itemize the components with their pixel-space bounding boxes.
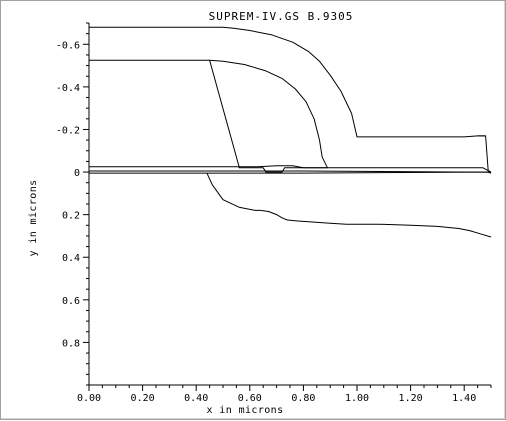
y-tick-label: -0.6 — [56, 40, 80, 51]
boundary-curve — [209, 59, 328, 169]
x-axis-label: x in microns — [206, 405, 283, 416]
chart-title: SUPREM-IV.GS B.9305 — [209, 10, 354, 23]
y-tick-label: 0.4 — [62, 253, 80, 264]
x-tick-label: 1.40 — [452, 393, 476, 404]
x-tick-label: 0.40 — [184, 393, 208, 404]
y-tick-label: -0.4 — [56, 83, 80, 94]
curves-layer — [89, 26, 492, 238]
y-axis-label: y in microns — [28, 179, 39, 256]
y-tick-label: 0 — [74, 168, 80, 179]
boundary-curve — [206, 172, 492, 238]
boundary-curve — [89, 166, 492, 173]
boundary-curve — [89, 59, 328, 169]
axes-layer: -0.6 -0.4 -0.2 0 0.2 0.4 0.6 0.8 0.00 0.20 0.40 0.6… — [56, 22, 492, 404]
x-tick-label: 1.20 — [399, 393, 423, 404]
x-tick-label: 0.20 — [131, 393, 155, 404]
boundary-curve — [89, 26, 486, 138]
x-tick-label: 0.60 — [238, 393, 262, 404]
y-tick-label: -0.2 — [56, 125, 80, 136]
x-tick-label: 0.80 — [291, 393, 315, 404]
boundary-curve — [89, 171, 491, 174]
boundary-curve — [477, 135, 492, 174]
y-tick-label: 0.8 — [62, 338, 80, 349]
y-tick-label: 0.2 — [62, 211, 80, 222]
x-tick-label: 0.00 — [77, 393, 101, 404]
y-tick-label: 0.6 — [62, 296, 80, 307]
x-tick-label: 1.00 — [345, 393, 369, 404]
